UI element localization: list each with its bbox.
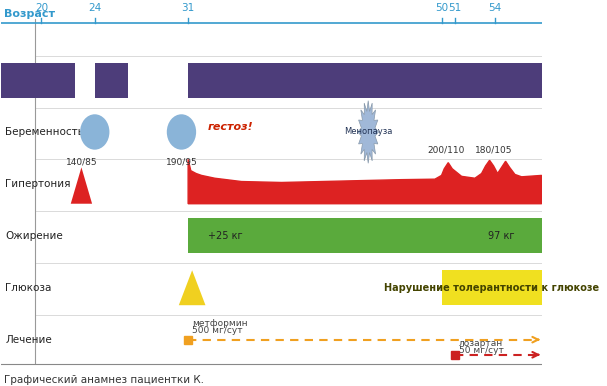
Text: Менопауза: Менопауза [344, 127, 392, 137]
Text: 190/95: 190/95 [166, 158, 197, 167]
Text: 180/105: 180/105 [475, 146, 512, 155]
Text: 54: 54 [488, 3, 501, 13]
Text: метформин: метформин [192, 319, 248, 328]
Text: 140/85: 140/85 [66, 158, 97, 167]
Bar [95, 63, 128, 98]
Text: 97 кг: 97 кг [488, 231, 515, 241]
Text: Нарушение толерантности к глюкозе: Нарушение толерантности к глюкозе [384, 283, 599, 293]
Text: Графический анамнез пациентки К.: Графический анамнез пациентки К. [4, 375, 204, 385]
Text: Лечение: Лечение [5, 335, 52, 345]
Text: 20: 20 [35, 3, 48, 13]
Text: 50 мг/сут: 50 мг/сут [459, 346, 504, 355]
Ellipse shape [80, 114, 109, 150]
Text: 500 мг/сут: 500 мг/сут [192, 326, 243, 335]
Bar [441, 270, 541, 305]
Text: 24: 24 [88, 3, 101, 13]
Text: 200/110: 200/110 [427, 146, 464, 155]
Polygon shape [71, 168, 92, 204]
Polygon shape [179, 270, 206, 305]
Text: +25 кг: +25 кг [208, 231, 243, 241]
Bar [188, 218, 541, 253]
Text: Беременность: Беременность [5, 127, 84, 137]
Text: Гипертония: Гипертония [5, 179, 71, 189]
Text: 31: 31 [181, 3, 195, 13]
Polygon shape [358, 101, 379, 163]
Text: Глюкоза: Глюкоза [5, 283, 52, 293]
Text: Возраст: Возраст [4, 9, 55, 19]
Text: Ожирение: Ожирение [5, 231, 63, 241]
Polygon shape [188, 159, 541, 204]
Text: Курение: Курение [5, 75, 52, 85]
Text: гестоз!: гестоз! [208, 122, 254, 132]
Ellipse shape [167, 114, 196, 150]
Text: лозартан: лозартан [459, 339, 503, 348]
Text: 51: 51 [449, 3, 461, 13]
Bar [1, 63, 75, 98]
Bar [188, 63, 541, 98]
Text: 50: 50 [435, 3, 448, 13]
